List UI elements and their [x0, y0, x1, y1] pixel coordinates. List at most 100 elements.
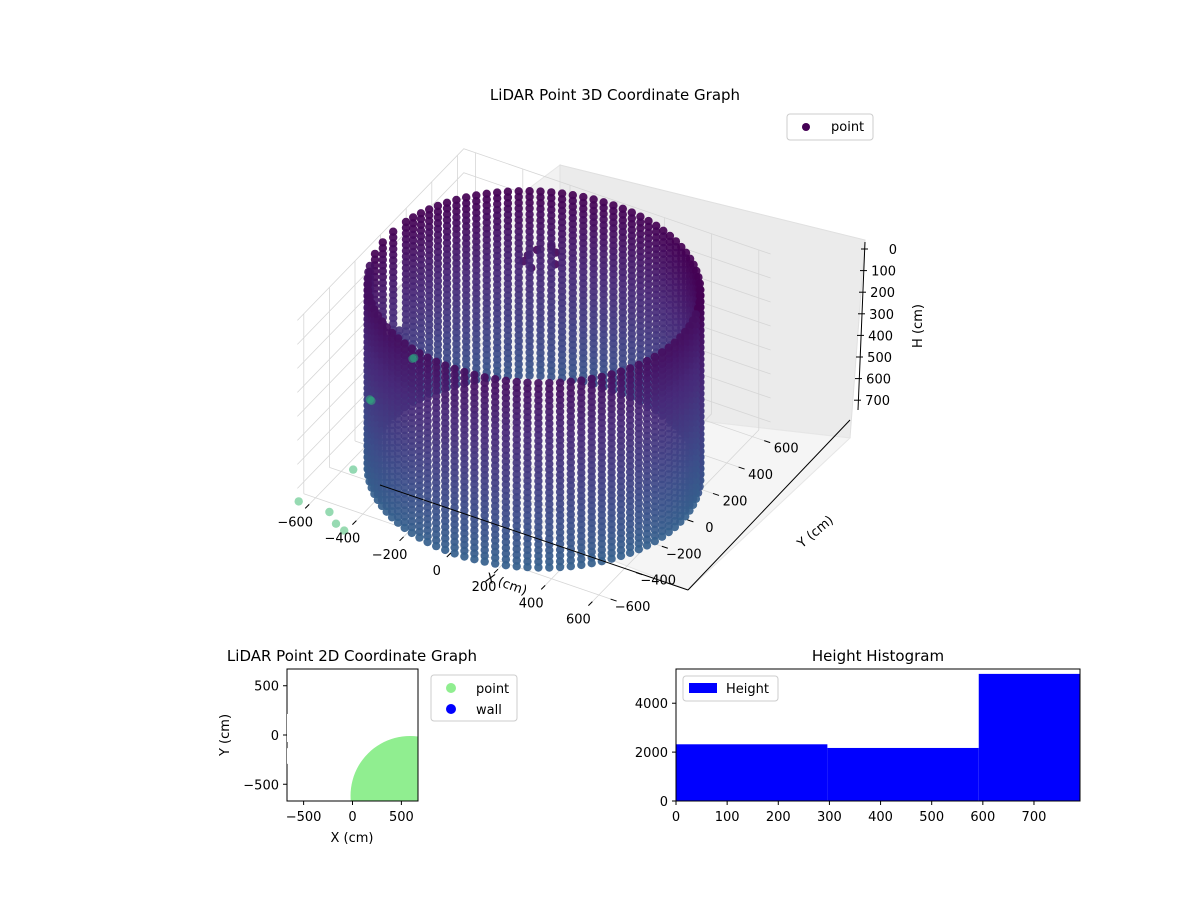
cloud-point: [555, 447, 565, 456]
cloud-point: [472, 254, 481, 263]
cloud-point: [659, 284, 668, 293]
cloud-point: [652, 325, 661, 334]
cloud-point: [433, 219, 443, 228]
cloud-point: [501, 405, 511, 414]
cloud-point: [378, 272, 387, 282]
cloud-point: [415, 395, 424, 404]
cloud-point: [534, 499, 543, 509]
cloud-point: [442, 204, 452, 213]
cloud-point: [627, 277, 636, 286]
cloud-point: [579, 250, 588, 259]
x-tick-label-3d: 200: [472, 580, 497, 595]
cloud-point: [579, 267, 588, 277]
cloud-point: [579, 279, 588, 288]
cloud-point: [423, 537, 432, 547]
cloud-point: [501, 537, 511, 547]
cloud-point: [577, 560, 586, 570]
cloud-point: [503, 268, 513, 277]
cloud-point: [579, 210, 588, 219]
cloud-point: [657, 348, 667, 357]
cloud-point: [644, 320, 653, 329]
cloud-point: [625, 496, 635, 506]
cloud-point: [589, 310, 598, 319]
cloud-point: [393, 403, 403, 412]
cloud-point: [536, 193, 545, 202]
cloud-point: [450, 428, 459, 437]
cloud-point: [644, 245, 653, 255]
cloud-point: [555, 551, 565, 560]
cloud-point: [416, 301, 426, 310]
plot-2d-title: LiDAR Point 2D Coordinate Graph: [227, 647, 477, 665]
cloud-point: [599, 215, 608, 224]
cloud-point: [514, 308, 523, 317]
cloud-point: [642, 379, 652, 389]
cloud-point: [523, 476, 532, 485]
plot-3d-title: LiDAR Point 3D Coordinate Graph: [490, 86, 740, 104]
histogram-ticks: 0 100 200 300 400 500 600 700 0 2000 4000: [635, 697, 1046, 825]
cloud-point: [472, 358, 481, 367]
cloud-point: [387, 495, 397, 505]
cloud-point: [512, 562, 521, 571]
y-axis-label-2d: Y (cm): [218, 714, 233, 757]
cloud-point: [450, 497, 459, 506]
cloud-point: [642, 535, 652, 544]
cloud-point: [416, 330, 426, 339]
cloud-point: [407, 419, 416, 428]
cloud-point: [566, 481, 575, 490]
cloud-point: [634, 464, 643, 473]
cloud-point: [501, 411, 511, 420]
cloud-point: [599, 232, 608, 241]
cloud-point: [450, 537, 459, 546]
cloud-point: [460, 425, 469, 434]
cloud-point: [625, 398, 635, 408]
cloud-point: [407, 361, 416, 370]
cloud-point: [432, 380, 441, 389]
legend-2d-wall-marker: [446, 704, 456, 714]
cloud-point: [616, 413, 626, 422]
cloud-point: [599, 307, 608, 316]
cloud-point: [433, 293, 443, 303]
cloud-point: [416, 237, 426, 247]
cloud-point: [670, 384, 679, 393]
cloud-point: [597, 510, 606, 520]
cloud-point: [416, 209, 426, 218]
cloud-point: [482, 235, 491, 245]
cloud-point: [642, 431, 652, 441]
cloud-point: [416, 266, 426, 276]
cloud-point: [607, 370, 616, 379]
cloud-point: [609, 350, 618, 360]
x-tick-label-2d: 0: [348, 810, 356, 825]
cloud-point: [534, 528, 543, 538]
cloud-point: [482, 189, 491, 198]
cloud-point: [657, 394, 667, 403]
cloud-point: [460, 431, 469, 440]
y-tick-3d: [764, 440, 771, 444]
cloud-point: [536, 198, 545, 208]
cloud-point: [452, 287, 461, 297]
cloud-point: [432, 536, 441, 545]
legend-2d-point-label: point: [476, 682, 509, 697]
cloud-point: [407, 528, 416, 538]
cloud-point: [587, 443, 596, 453]
cloud-point: [425, 268, 434, 277]
cloud-point: [387, 380, 397, 389]
cloud-point: [696, 291, 705, 301]
cloud-point: [634, 516, 643, 525]
cloud-point: [670, 499, 679, 509]
cloud-point: [589, 293, 598, 302]
cloud-point: [555, 390, 565, 399]
cloud-point: [525, 290, 534, 300]
cloud-point: [642, 420, 652, 429]
cloud-point: [664, 522, 673, 531]
cloud-point: [389, 290, 398, 300]
cloud-point: [370, 249, 380, 259]
cloud-point: [545, 494, 554, 503]
cloud-point: [433, 236, 443, 245]
cloud-point: [514, 267, 523, 277]
legend-3d-frame: [786, 113, 874, 141]
cloud-point: [523, 395, 532, 405]
cloud-point: [480, 476, 489, 486]
cloud-point: [545, 499, 554, 509]
cloud-point: [415, 458, 424, 467]
cloud-point: [636, 258, 645, 267]
